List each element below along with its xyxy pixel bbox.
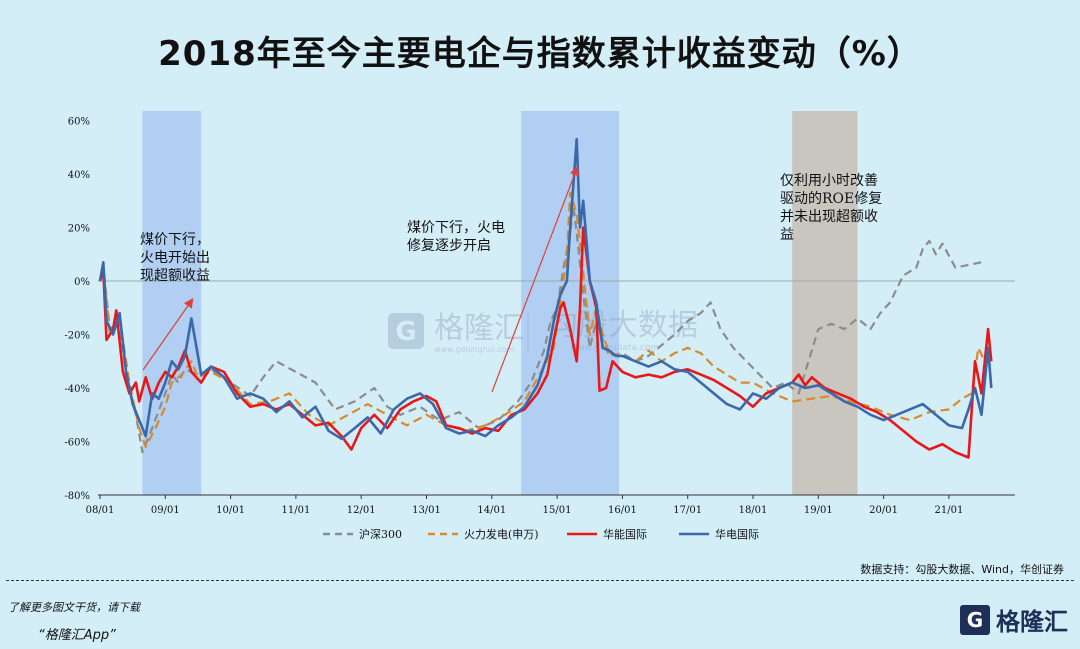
annotation-arrow-1 [142, 298, 194, 371]
watermark-logo-letter: G [395, 317, 416, 347]
x-tick-label: 15/01 [543, 505, 572, 516]
x-tick-label: 12/01 [347, 505, 376, 516]
annotation-arrows [142, 165, 579, 393]
x-tick-label: 14/01 [477, 505, 506, 516]
x-tick-label: 17/01 [673, 505, 702, 516]
x-tick-label: 11/01 [281, 505, 310, 516]
legend-label-2: 火力发电(申万) [464, 527, 539, 541]
y-tick-label: 0% [74, 277, 90, 288]
source-note: 数据支持：勾股大数据、Wind，华创证券 [860, 563, 1064, 576]
annotation-line: 驱动的ROE修复 [780, 190, 882, 207]
x-tick-label: 08/01 [86, 505, 115, 516]
footer-app-name: “格隆汇App” [38, 628, 116, 643]
x-tick-label: 20/01 [869, 505, 898, 516]
x-tick-label: 19/01 [804, 505, 833, 516]
y-tick-label: 20% [68, 224, 90, 235]
x-axis: 08/01 09/01 10/01 11/01 12/01 13/01 14/01 15/01… [86, 495, 963, 516]
y-tick-label: 40% [68, 170, 90, 181]
y-axis: 60% 40% 20% 0% -20% -40% -60% -80% [64, 117, 90, 503]
annotation-line: 并未出现超额收 [780, 209, 878, 225]
series-lines [98, 137, 993, 459]
watermark-brand-url: www.gelonghui.com [434, 345, 515, 354]
y-tick-label: -80% [64, 491, 90, 502]
legend: 沪深300 火力发电(申万) 华能国际 华电国际 [323, 527, 759, 541]
shaded-regions [142, 111, 858, 495]
annotation-line: 修复逐步开启 [407, 237, 491, 254]
annotation-3: 仅利用小时改善驱动的ROE修复并未出现超额收益 [780, 173, 882, 243]
y-tick-label: -40% [64, 384, 90, 395]
annotation-line: 仅利用小时改善 [780, 173, 878, 189]
chart: G 格隆汇 www.gelonghui.com 勾股大数据 www.goguda… [64, 111, 1015, 541]
y-tick-label: -20% [64, 331, 90, 342]
y-tick-label: -60% [64, 438, 90, 449]
x-tick-label: 21/01 [934, 505, 963, 516]
legend-label-1: 沪深300 [359, 527, 402, 541]
shaded-region-2 [521, 111, 620, 495]
annotation-2: 煤价下行，火电修复逐步开启 [407, 220, 505, 254]
x-tick-label: 16/01 [608, 505, 637, 516]
x-tick-label: 13/01 [412, 505, 441, 516]
footer-divider [6, 580, 1074, 581]
watermark-brand: 格隆汇 [434, 311, 524, 346]
watermark-data-url: www.gogudata.com [570, 343, 659, 353]
legend-label-4: 华电国际 [715, 527, 759, 541]
annotation-arrow-2 [491, 165, 579, 393]
series-line-4 [98, 137, 993, 441]
annotations: 煤价下行， 火电开始出现超额收益 煤价下行，火电修复逐步开启 仅利用小时改善驱动的RO… [140, 173, 882, 284]
brand-name: 格隆汇 [996, 608, 1068, 636]
chart-title: 2018年至今主要电企与指数累计收益变动（%） [158, 34, 922, 74]
brand-logo: G 格隆汇 [960, 602, 1068, 637]
shaded-region-3 [792, 111, 858, 495]
footer-line1: 了解更多图文干货，请下载 [8, 601, 140, 614]
annotation-line: 现超额收益 [140, 268, 210, 284]
watermark-logo-icon [388, 313, 424, 349]
y-tick-label: 60% [68, 117, 90, 128]
x-tick-label: 09/01 [151, 505, 180, 516]
annotation-line: 煤价下行， [140, 232, 210, 248]
annotation-line: 煤价下行，火电 [407, 220, 505, 236]
annotation-line: 益 [780, 227, 794, 243]
x-tick-label: 10/01 [216, 505, 245, 516]
annotation-1: 煤价下行， 火电开始出现超额收益 [140, 232, 210, 284]
logo-icon: G [960, 604, 990, 635]
legend-label-3: 华能国际 [603, 527, 647, 541]
annotation-line: 火电开始出 [140, 250, 210, 266]
x-tick-label: 18/01 [739, 505, 768, 516]
